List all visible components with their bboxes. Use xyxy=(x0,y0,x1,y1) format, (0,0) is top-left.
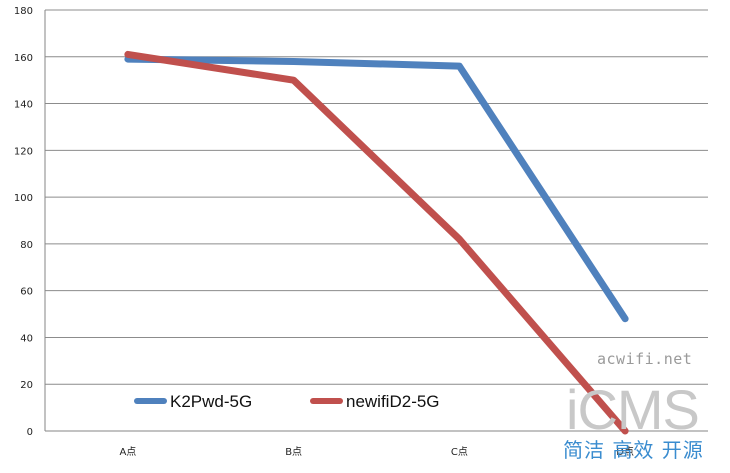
legend: K2Pwd-5G newifiD2-5G xyxy=(134,392,440,411)
x-tick-label: D点 xyxy=(616,446,634,458)
watermark-url: acwifi.net xyxy=(597,350,693,368)
y-tick-label: 60 xyxy=(20,287,33,298)
watermark-tagline: 简洁 高效 开源 xyxy=(563,438,704,462)
watermark-logo: iCMS xyxy=(566,378,700,441)
y-tick-label: 40 xyxy=(20,333,33,344)
gridlines xyxy=(44,9,708,432)
x-tick-label: B点 xyxy=(285,446,302,458)
series-line-2 xyxy=(124,50,629,435)
y-tick-label: 120 xyxy=(14,146,33,157)
x-axis-ticks: A点 B点 C点 D点 xyxy=(119,446,634,458)
y-tick-label: 180 xyxy=(14,6,33,17)
y-axis-ticks: 0 20 40 60 80 100 120 140 160 180 xyxy=(14,6,33,438)
series-lines xyxy=(124,50,629,435)
series-line-1 xyxy=(124,55,629,323)
y-tick-label: 0 xyxy=(27,427,33,438)
legend-label: newifiD2-5G xyxy=(346,392,440,411)
legend-label: K2Pwd-5G xyxy=(170,392,252,411)
y-tick-label: 20 xyxy=(20,380,33,391)
x-tick-label: A点 xyxy=(119,446,136,458)
y-tick-label: 140 xyxy=(14,100,33,111)
y-tick-label: 80 xyxy=(20,240,33,251)
y-tick-label: 160 xyxy=(14,53,33,64)
x-tick-label: C点 xyxy=(451,446,468,458)
y-tick-label: 100 xyxy=(14,193,33,204)
